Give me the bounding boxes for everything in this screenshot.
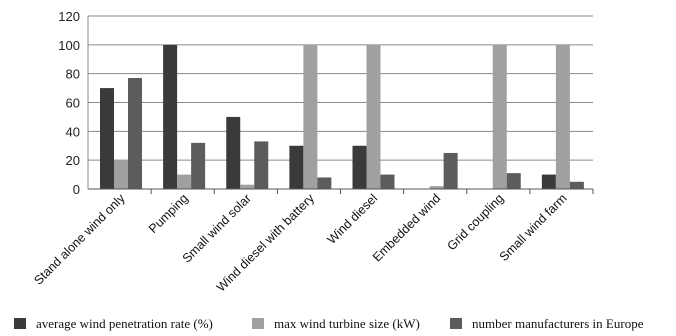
- bar: [163, 45, 177, 189]
- bar: [507, 173, 521, 189]
- bar: [240, 185, 254, 189]
- legend-label: max wind turbine size (kW): [274, 316, 420, 331]
- bar: [303, 45, 317, 189]
- y-axis: 0 20 40 60 80 100 120: [58, 9, 88, 197]
- y-tick-label: 60: [66, 96, 80, 111]
- bar: [542, 175, 556, 189]
- legend: average wind penetration rate (%) max win…: [14, 316, 644, 331]
- y-tick-label: 0: [73, 182, 80, 197]
- y-tick-label: 80: [66, 67, 80, 82]
- legend-swatch: [252, 318, 264, 329]
- bar: [114, 160, 128, 189]
- legend-swatch: [14, 318, 26, 329]
- bar: [353, 146, 367, 189]
- bar: [128, 78, 142, 189]
- y-tick-label: 120: [58, 9, 80, 24]
- bar: [570, 182, 584, 189]
- bar: [100, 88, 114, 189]
- bar: [556, 45, 570, 189]
- bar: [367, 45, 381, 189]
- legend-swatch: [450, 318, 462, 329]
- x-tick-label: Pumping: [146, 191, 191, 236]
- x-tick-label: Stand alone wind only: [31, 191, 128, 288]
- bars: [100, 45, 584, 189]
- bar: [444, 153, 458, 189]
- y-tick-label: 40: [66, 124, 80, 139]
- x-tick-label: Small wind farm: [497, 191, 570, 264]
- bar: [191, 143, 205, 189]
- y-tick-label: 100: [58, 38, 80, 53]
- bar: [381, 175, 395, 189]
- x-tick-label: Wind diesel: [325, 191, 381, 247]
- bar: [254, 141, 268, 189]
- legend-label: average wind penetration rate (%): [36, 316, 213, 331]
- bar: [226, 117, 240, 189]
- x-tick-label: Grid coupling: [444, 191, 506, 253]
- bar: [177, 175, 191, 189]
- y-tick-label: 20: [66, 153, 80, 168]
- bar: [289, 146, 303, 189]
- bar: [493, 45, 507, 189]
- bar: [317, 177, 331, 189]
- legend-label: number manufacturers in Europe: [472, 316, 644, 331]
- x-tick-label: Embedded wind: [370, 191, 443, 264]
